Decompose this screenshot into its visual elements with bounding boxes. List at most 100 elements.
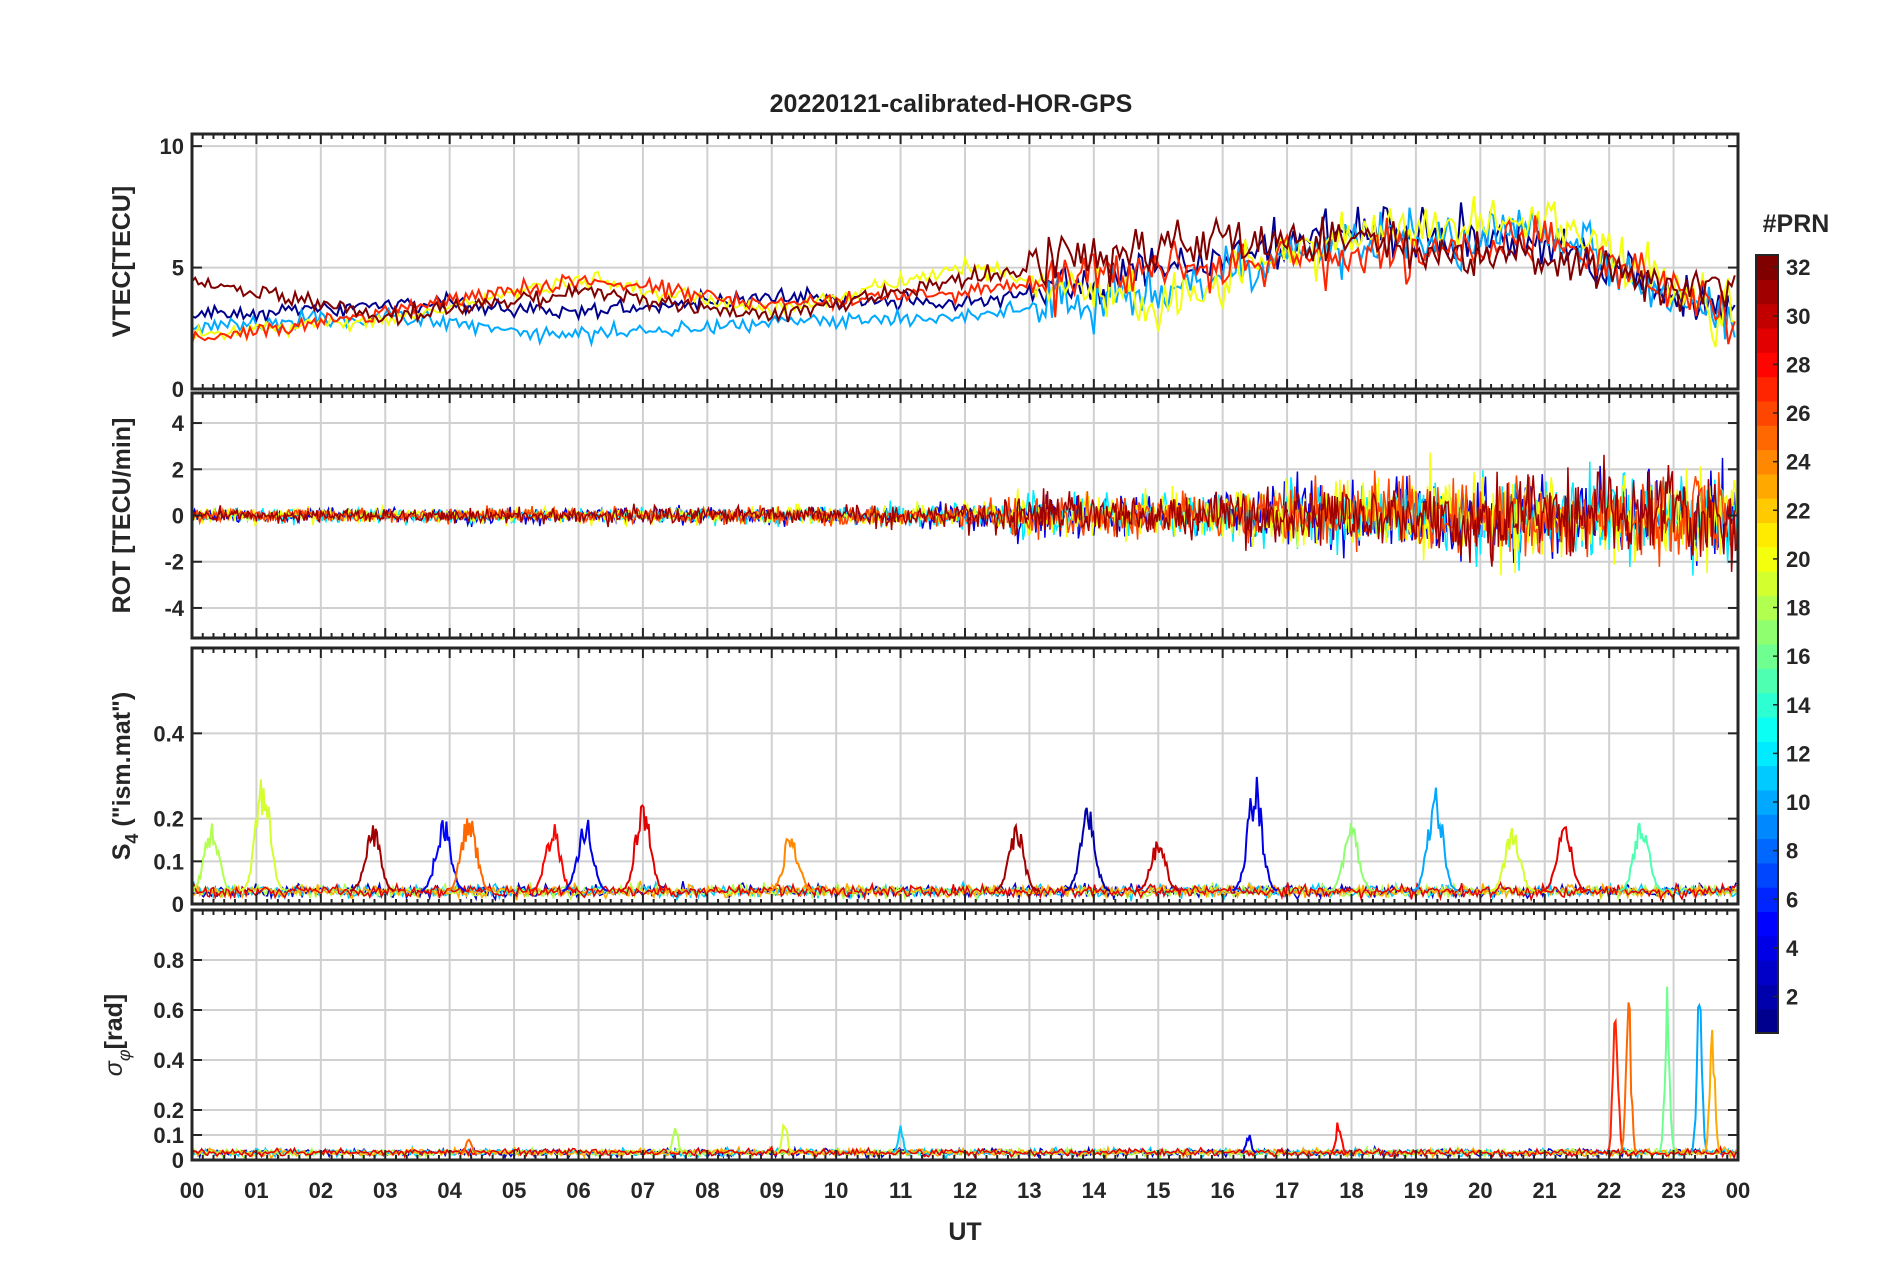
colorbar-segment bbox=[1756, 935, 1778, 961]
colorbar-segment bbox=[1756, 571, 1778, 596]
x-tick-label: 10 bbox=[824, 1178, 848, 1203]
y-axis-label: σφ[rad] bbox=[100, 994, 134, 1076]
y-tick-label: 2 bbox=[172, 457, 184, 482]
peak-line-prn-2 bbox=[1064, 807, 1111, 892]
colorbar-tick-label: 20 bbox=[1786, 547, 1810, 572]
x-axis-label: UT bbox=[948, 1218, 981, 1246]
x-ticks bbox=[191, 134, 1739, 389]
y-tick-label: 0 bbox=[172, 377, 184, 402]
colorbar-segment bbox=[1756, 352, 1778, 378]
y-tick-label: 0.2 bbox=[153, 807, 184, 832]
colorbar-tick-label: 6 bbox=[1786, 887, 1798, 912]
y-tick-label: 0 bbox=[172, 1148, 184, 1173]
x-tick-label: 22 bbox=[1597, 1178, 1621, 1203]
y-tick-label: -2 bbox=[164, 550, 184, 575]
colorbar-segment bbox=[1756, 668, 1778, 694]
x-tick-label: 17 bbox=[1275, 1178, 1299, 1203]
x-tick-label: 18 bbox=[1339, 1178, 1363, 1203]
peak-line-prn-4 bbox=[1240, 1134, 1257, 1154]
colorbar-tick-label: 2 bbox=[1786, 985, 1798, 1010]
x-tick-label: 08 bbox=[695, 1178, 719, 1203]
panel-grid bbox=[191, 648, 1739, 905]
x-tick-label: 00 bbox=[180, 1178, 204, 1203]
colorbar-tick-label: 12 bbox=[1786, 741, 1810, 766]
x-tick-label: 04 bbox=[437, 1178, 462, 1203]
peak-line-prn-30 bbox=[1135, 841, 1182, 892]
y-tick-label: 0.6 bbox=[153, 998, 184, 1023]
colorbar-segment bbox=[1756, 838, 1778, 864]
colorbar-segment bbox=[1756, 449, 1778, 475]
peak-line-prn-19 bbox=[1489, 827, 1536, 892]
x-tick-labels: 00 01 02 03 04 05 06 07 08 09 10 11 12 13 14 15 16 17 18 19… bbox=[180, 1178, 1750, 1203]
colorbar-segment bbox=[1756, 911, 1778, 937]
peak-line-prn-27 bbox=[1606, 1017, 1625, 1152]
x-tick-label: 05 bbox=[502, 1178, 526, 1203]
peak-line-prn-18 bbox=[666, 1128, 684, 1154]
y-tick-label: 0.4 bbox=[153, 721, 184, 746]
x-ticks bbox=[191, 648, 1739, 904]
colorbar-segment bbox=[1756, 814, 1778, 840]
x-tick-label: 00 bbox=[1726, 1178, 1750, 1203]
peak-line-prn-11 bbox=[892, 1125, 909, 1154]
y-tick-label: 0.4 bbox=[153, 1048, 184, 1073]
series-line-prn-20 bbox=[192, 195, 1736, 348]
series-line-prn-10 bbox=[192, 207, 1736, 348]
series-line-prn-32 bbox=[192, 215, 1736, 327]
x-tick-label: 12 bbox=[953, 1178, 977, 1203]
colorbar-segment bbox=[1756, 303, 1778, 329]
y-tick-label: 10 bbox=[160, 134, 184, 159]
colorbar-tick-label: 14 bbox=[1786, 693, 1811, 718]
y-tick-label: 0 bbox=[172, 504, 184, 529]
colorbar-tick-label: 10 bbox=[1786, 790, 1810, 815]
x-tick-label: 14 bbox=[1082, 1178, 1107, 1203]
colorbar-segment bbox=[1756, 400, 1778, 426]
colorbar-segment bbox=[1756, 789, 1778, 815]
y-axis-label: VTEC[TECU] bbox=[108, 186, 136, 337]
peak-line-prn-10 bbox=[1690, 1002, 1709, 1152]
y-tick-label: -4 bbox=[164, 596, 184, 621]
colorbar-tick-label: 4 bbox=[1786, 936, 1799, 961]
colorbar-segment bbox=[1756, 522, 1778, 548]
colorbar-tick-label: 18 bbox=[1786, 596, 1810, 621]
peak-line-prn-4 bbox=[1231, 776, 1278, 892]
colorbar-segment bbox=[1756, 255, 1778, 280]
colorbar-segment bbox=[1756, 1008, 1778, 1034]
peak-line-prn-18 bbox=[192, 823, 234, 892]
peak-line-prn-16 bbox=[1658, 986, 1676, 1152]
colorbar-tick-label: 16 bbox=[1786, 644, 1810, 669]
panel-sigma_phi: 00.10.2 0.4 0.6 0.8 σφ[rad] bbox=[100, 908, 1740, 1173]
x-tick-label: 07 bbox=[631, 1178, 655, 1203]
peak-line-prn-28 bbox=[529, 824, 576, 892]
peak-line-prn-19 bbox=[239, 779, 285, 892]
colorbar-tick-label: 26 bbox=[1786, 401, 1810, 426]
colorbar-label: #PRN bbox=[1763, 210, 1830, 238]
panel-data bbox=[192, 776, 1737, 903]
colorbar-segment bbox=[1756, 887, 1778, 913]
y-tick-label: 0.1 bbox=[153, 849, 184, 874]
peak-line-prn-5 bbox=[420, 820, 467, 892]
colorbar-frame bbox=[1755, 254, 1779, 1034]
panel-data bbox=[192, 452, 1738, 576]
peak-line-prn-24 bbox=[768, 837, 814, 892]
colorbar-segment bbox=[1756, 765, 1778, 791]
x-tick-label: 01 bbox=[244, 1178, 268, 1203]
x-tick-label: 20 bbox=[1468, 1178, 1492, 1203]
series-line-prn-31 bbox=[192, 454, 1738, 572]
panel-s4: 0 0.1 0.2 0.4 S4 ("ism.mat") bbox=[108, 646, 1740, 917]
colorbar-segment bbox=[1756, 644, 1778, 669]
x-tick-label: 11 bbox=[889, 1178, 912, 1203]
x-tick-label: 21 bbox=[1533, 1178, 1557, 1203]
peak-line-prn-25 bbox=[446, 818, 492, 892]
colorbar-segment bbox=[1756, 862, 1778, 888]
colorbar-segment bbox=[1756, 473, 1778, 499]
peak-line-prn-29 bbox=[620, 804, 666, 892]
x-tick-label: 09 bbox=[760, 1178, 784, 1203]
colorbar-segment bbox=[1756, 716, 1778, 742]
peak-line-prn-10 bbox=[1412, 787, 1459, 892]
x-tick-label: 03 bbox=[373, 1178, 397, 1203]
x-tick-label: 23 bbox=[1661, 1178, 1685, 1203]
y-tick-label: 0.2 bbox=[153, 1098, 184, 1123]
x-tick-label: 15 bbox=[1146, 1178, 1170, 1203]
peak-line-prn-29 bbox=[1541, 825, 1587, 892]
